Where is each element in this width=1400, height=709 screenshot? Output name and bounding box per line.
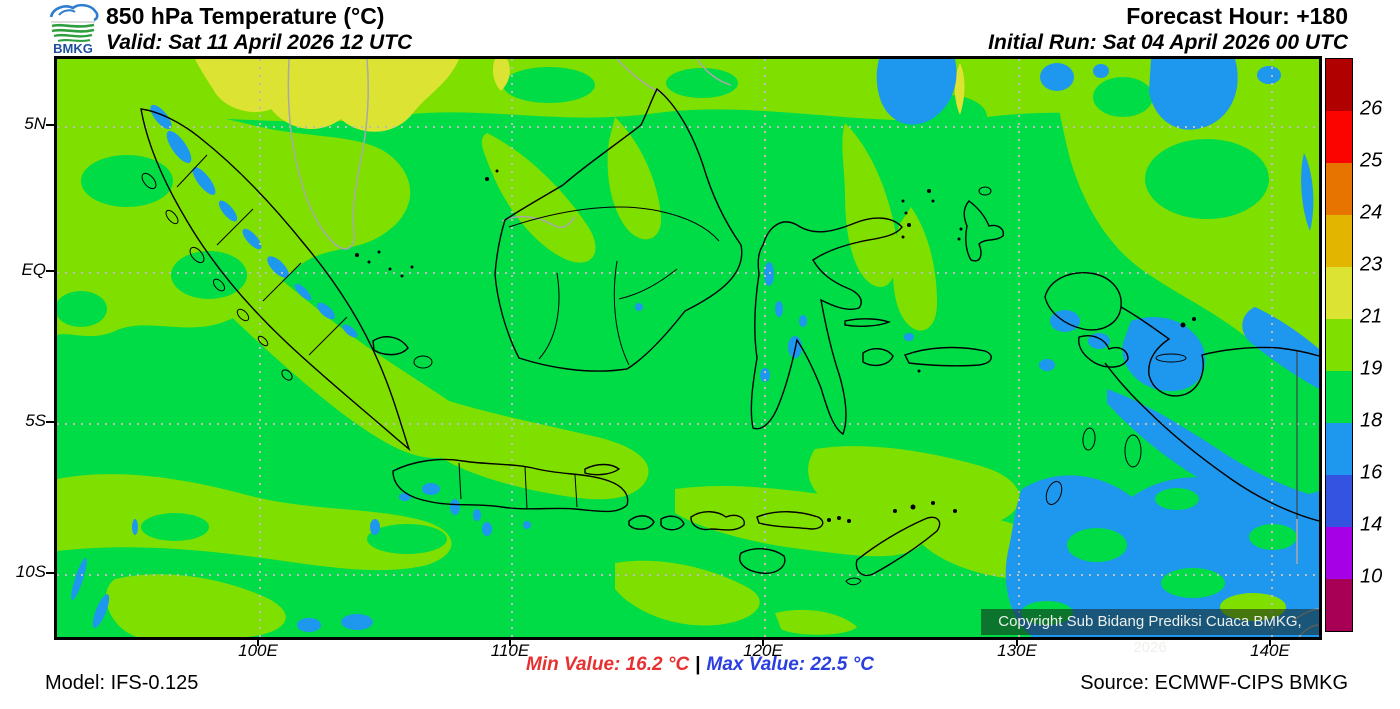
minmax-line: Min Value: 16.2 °C | Max Value: 22.5 °C [0,654,1400,676]
minmax-separator: | [695,654,701,675]
papua-coastlines [1044,272,1320,522]
lon-label-130e: 130E [997,641,1037,660]
bmkg-logo: BMKG [49,3,99,55]
small-island-dots [355,169,1196,523]
java-cold-spots [370,483,531,536]
lon-tick [509,637,511,646]
colorbar-label: 16 [1360,461,1383,484]
lat-label-5n: 5N [24,114,46,133]
colorbar-segment [1326,319,1352,371]
colorbar-label: 21 [1360,305,1383,328]
forecast-hour: Forecast Hour: +180 [1126,3,1348,29]
colorbar-segment [1326,579,1352,631]
model-label: Model: IFS-0.125 [45,672,199,694]
colorbar-segment [1326,527,1352,579]
lat-tick [46,572,55,574]
lat-tick [46,421,55,423]
colorbar-label: 26 [1360,97,1383,120]
colorbar-label: 14 [1360,513,1383,536]
lat-tick [46,270,55,272]
page-title: 850 hPa Temperature (°C) [106,3,385,29]
map-svg [55,58,1320,638]
lon-label-100e: 100E [238,641,278,660]
lon-tick [1016,637,1018,646]
lon-label-140e: 140E [1250,641,1290,660]
temp-field [55,59,1319,637]
colorbar-label: 18 [1360,409,1383,432]
colorbar-segment [1326,371,1352,423]
lat-label-10s: 10S [15,562,46,581]
graticule [57,59,1319,637]
lat-label-5s: 5S [25,411,46,430]
lon-tick [257,637,259,646]
colorbar-segment [1326,111,1352,163]
source-label: Source: ECMWF-CIPS BMKG [1080,672,1348,694]
lat-tick [46,124,55,126]
valid-datetime: Valid: Sat 11 April 2026 12 UTC [106,31,413,54]
colorbar-label: 25 [1360,149,1383,172]
lon-label-120e: 120E [743,641,783,660]
colorbar-segment [1326,267,1352,319]
coastlines [140,87,1320,586]
colorbar-labels: 26 25 24 23 21 19 18 16 14 10 [1360,58,1400,630]
foreign-coastlines [287,58,1320,638]
max-value: Max Value: 22.5 °C [706,654,874,675]
copyright-overlay: Copyright Sub Bidang Prediksi Cuaca BMKG… [981,609,1319,656]
colorbar-label: 23 [1360,253,1383,276]
min-value: Min Value: 16.2 °C [526,654,690,675]
lon-tick [1269,637,1271,646]
colorbar-segment [1326,59,1352,111]
lon-tick [762,637,764,646]
sumatra-cold-spots [150,104,358,338]
colorbar-segment [1326,163,1352,215]
colorbar-segments [1326,59,1352,631]
colorbar-segment [1326,423,1352,475]
lat-label-eq: EQ [21,260,46,279]
colorbar-label: 10 [1360,565,1383,588]
colorbar-segment [1326,215,1352,267]
colorbar-label: 19 [1360,357,1383,380]
colorbar [1325,58,1353,632]
weather-map: Copyright Sub Bidang Prediksi Cuaca BMKG… [54,56,1322,656]
lon-label-110e: 110E [490,641,530,660]
west-sumatra-islands [141,172,293,381]
initial-run: Initial Run: Sat 04 April 2026 00 UTC [988,31,1348,54]
colorbar-segment [1326,475,1352,527]
colorbar-label: 24 [1360,201,1383,224]
bmkg-logo-text: BMKG [53,41,93,55]
